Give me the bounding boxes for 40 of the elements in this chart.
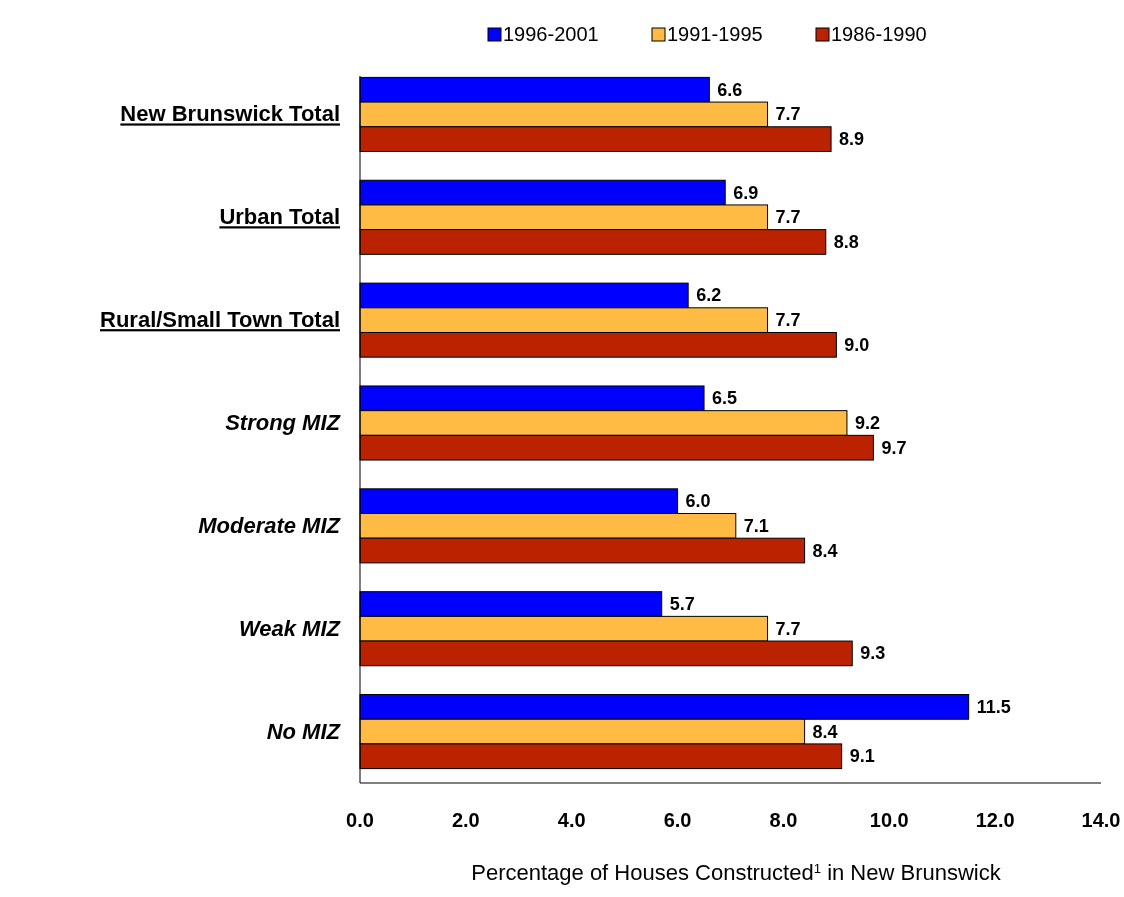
x-tick-label: 12.0 [975,809,1015,831]
data-label: 8.4 [812,721,838,742]
data-label: 8.9 [839,129,865,150]
data-label: 9.7 [881,437,907,458]
data-label: 11.5 [976,696,1011,717]
x-tick-label: 2.0 [451,809,480,831]
y-tick-label: New Brunswick Total [120,101,340,127]
data-label: 6.2 [696,285,722,306]
data-label: 9.0 [844,334,870,355]
data-label: 7.7 [775,104,801,125]
y-tick-label: No MIZ [266,718,342,744]
data-label: 6.5 [712,388,738,409]
legend-label: 1991-1995 [667,23,763,45]
data-label: 7.1 [743,515,769,536]
legend-label: 1986-1990 [831,23,927,45]
data-label: 6.9 [733,182,759,203]
y-tick-label: Rural/Small Town Total [100,307,340,333]
x-tick-label: 14.0 [1081,809,1121,831]
data-label: 7.7 [775,207,801,228]
data-label: 5.7 [669,594,695,615]
data-label: 7.7 [775,618,801,639]
data-label: 7.7 [775,310,801,331]
x-tick-label: 0.0 [346,809,374,831]
x-tick-label: 6.0 [663,809,692,831]
data-label: 6.6 [717,79,743,100]
data-label: 9.3 [860,643,886,664]
y-tick-label: Urban Total [219,204,340,230]
x-tick-label: 8.0 [769,809,798,831]
y-tick-label: Weak MIZ [238,615,342,641]
x-tick-label: 10.0 [869,809,909,831]
data-label: 8.4 [812,540,838,561]
data-label: 6.0 [685,491,711,512]
legend-label: 1996-2001 [503,23,599,45]
y-tick-label: Moderate MIZ [198,512,342,538]
data-label: 8.8 [833,231,859,252]
data-label: 9.1 [849,746,875,767]
y-tick-label: Strong MIZ [225,410,342,435]
data-label: 9.2 [854,413,880,433]
x-axis-title: Percentage of Houses Constructed$^{1}$ in New Brunswick [471,860,1002,885]
x-tick-label: 4.0 [557,809,586,831]
